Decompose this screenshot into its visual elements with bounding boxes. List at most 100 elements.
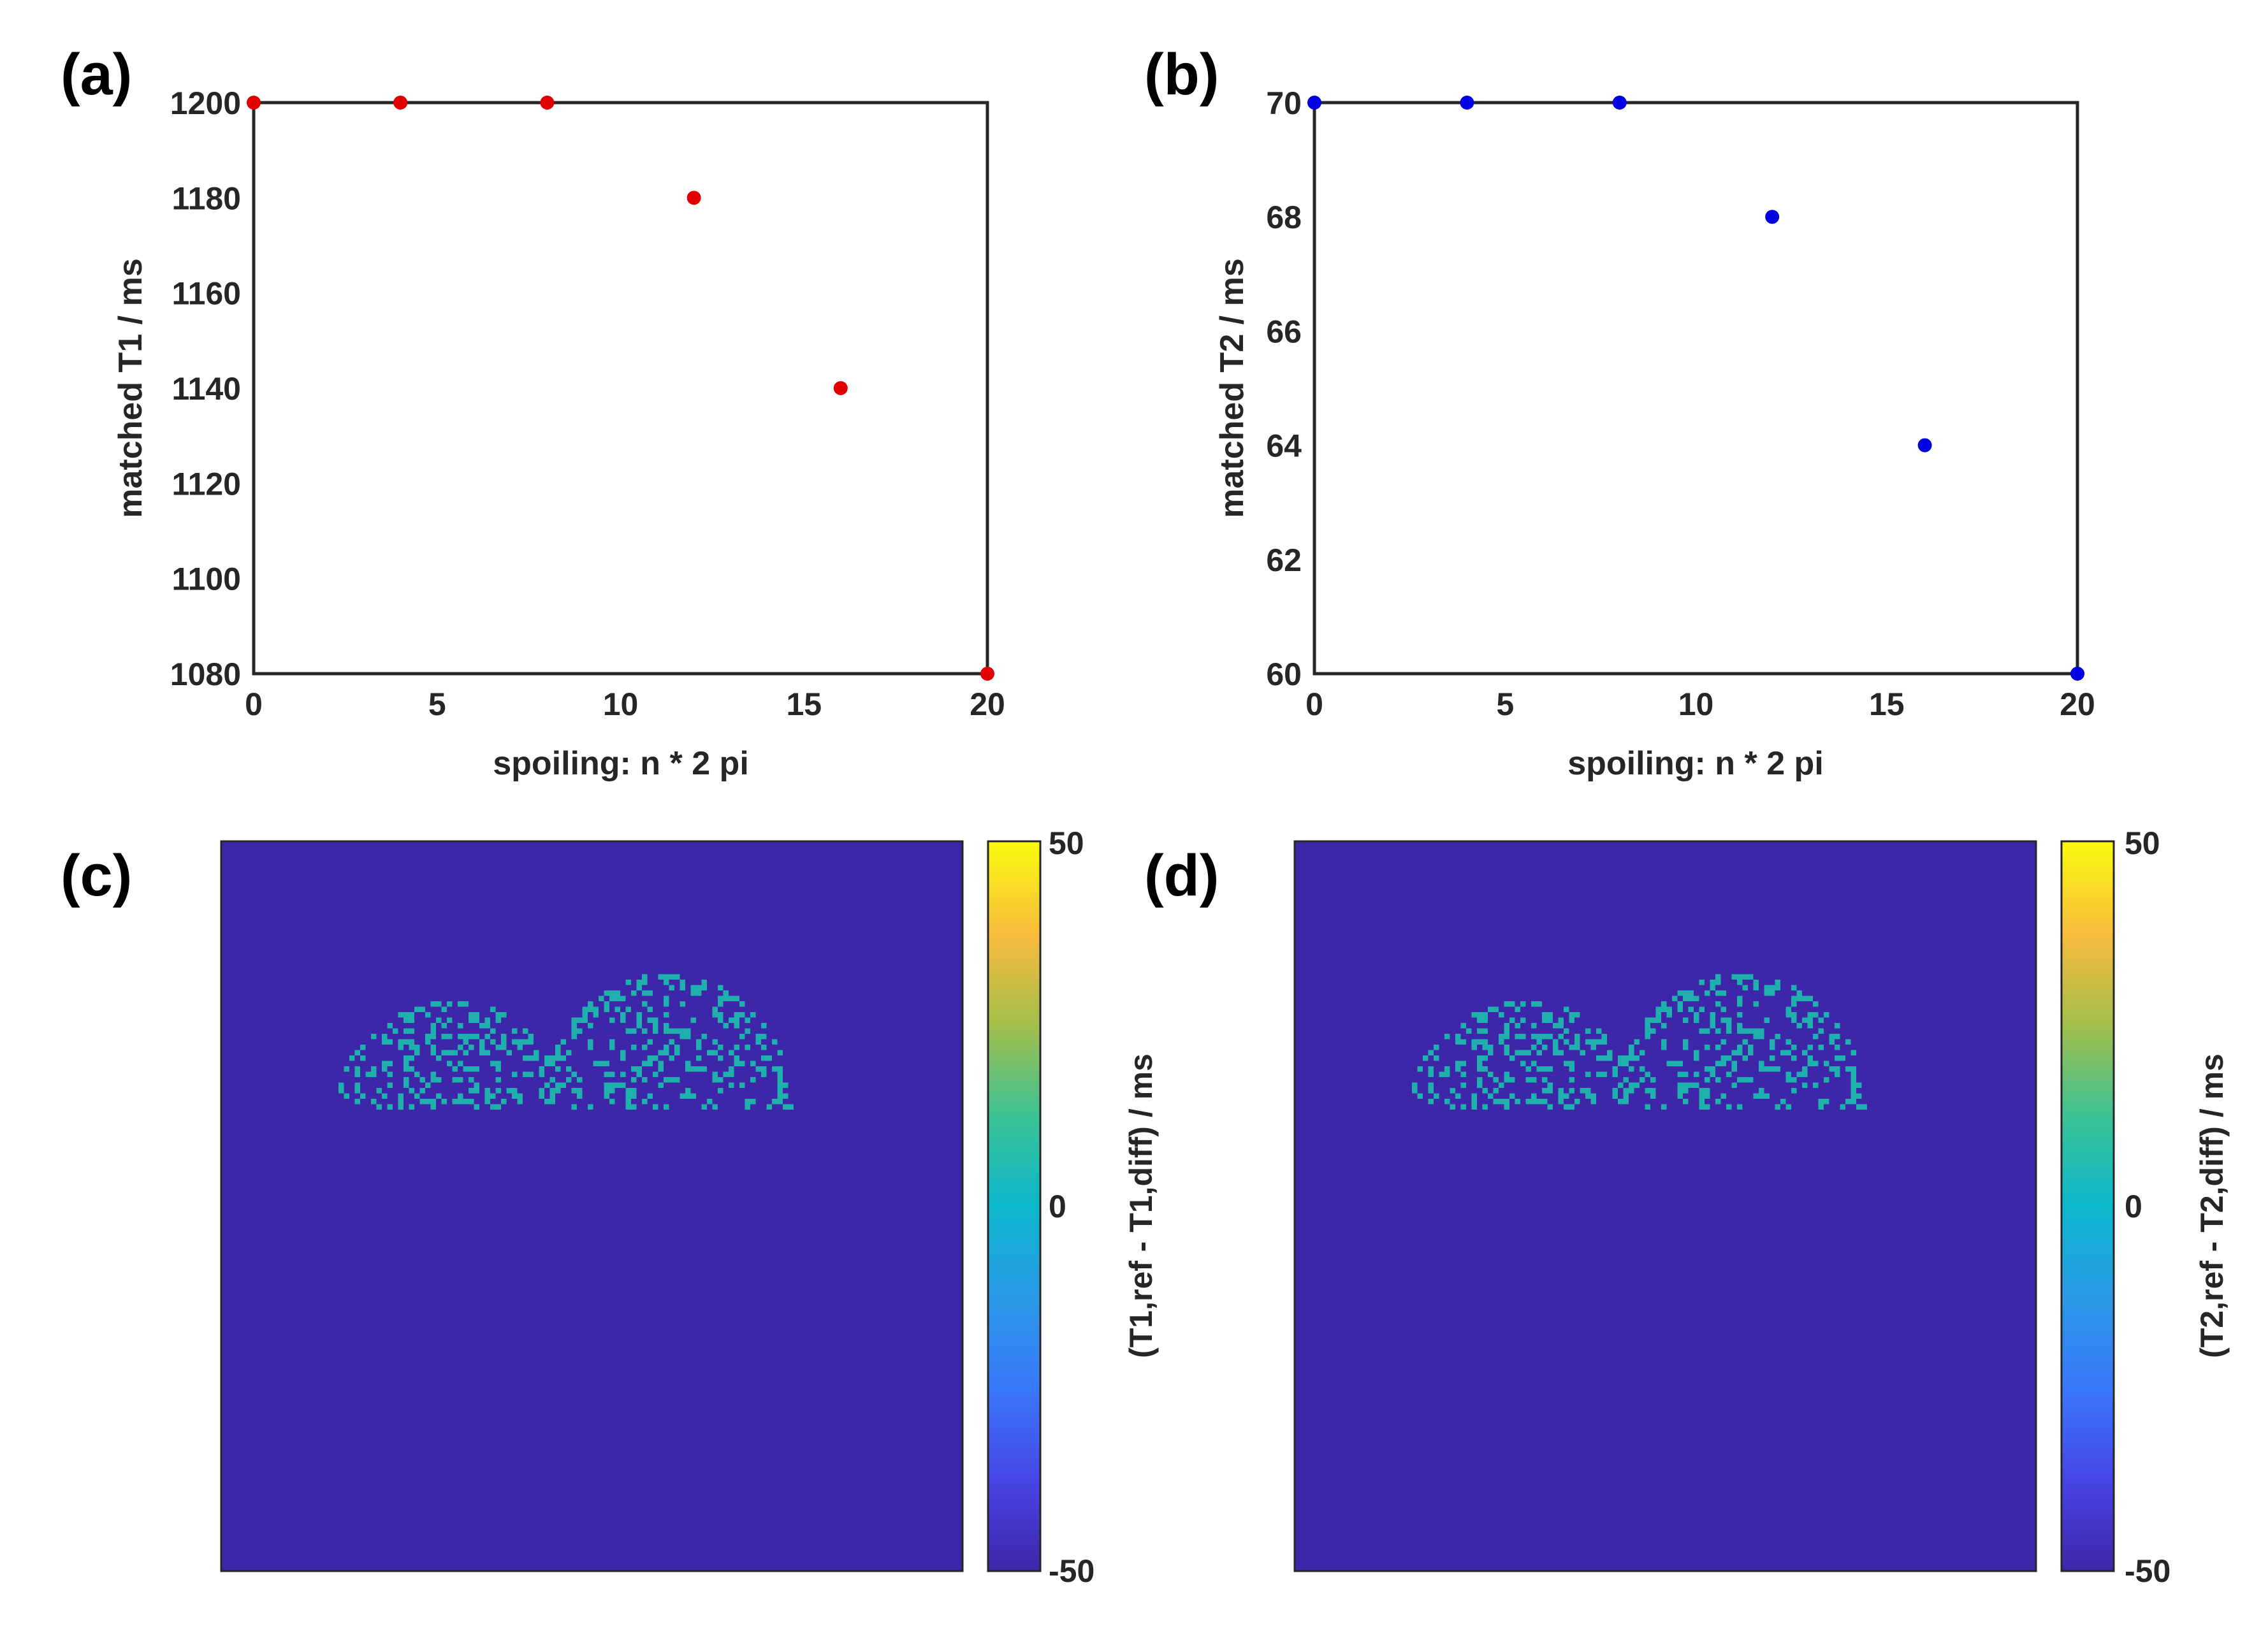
- map-pixel: [458, 1034, 463, 1040]
- map-pixel: [404, 1077, 409, 1083]
- map-pixel: [729, 1050, 734, 1055]
- map-pixel: [1720, 1039, 1726, 1045]
- map-pixel: [680, 1028, 685, 1034]
- map-pixel: [1531, 1001, 1537, 1007]
- map-pixel: [1742, 1055, 1748, 1061]
- map-pixel: [712, 1012, 718, 1018]
- map-pixel: [555, 1088, 561, 1094]
- map-pixel: [571, 1028, 577, 1034]
- map-pixel: [766, 1104, 772, 1110]
- map-pixel: [777, 1071, 783, 1077]
- y-tick-label-b-3: 66: [1266, 314, 1302, 349]
- map-pixel: [1515, 1099, 1520, 1105]
- map-pixel: [1807, 1023, 1813, 1029]
- map-pixel: [1759, 1066, 1764, 1072]
- map-pixel: [718, 985, 723, 990]
- map-pixel: [588, 1006, 593, 1012]
- map-pixel: [1710, 1066, 1715, 1072]
- map-pixel: [1504, 1034, 1509, 1040]
- map-pixel: [484, 1050, 490, 1055]
- map-pixel: [512, 1088, 518, 1094]
- map-pixel: [495, 1088, 501, 1094]
- map-pixel: [620, 996, 626, 1001]
- map-pixel: [1764, 1066, 1770, 1072]
- map-pixel: [1455, 1039, 1461, 1045]
- map-pixel: [1699, 1006, 1705, 1012]
- map-pixel: [1775, 980, 1780, 985]
- map-pixel: [1850, 1071, 1856, 1077]
- map-pixel: [734, 1017, 739, 1023]
- map-pixel: [604, 1088, 609, 1094]
- map-pixel: [1705, 1088, 1710, 1094]
- map-pixel: [1694, 1071, 1699, 1077]
- map-pixel: [718, 1077, 723, 1083]
- map-pixel: [1629, 1050, 1634, 1055]
- map-pixel: [1791, 1088, 1797, 1094]
- map-pixel: [1731, 1066, 1737, 1072]
- map-pixel: [1710, 1012, 1715, 1018]
- map-pixel: [1536, 1039, 1542, 1045]
- y-tick-label-a-5: 1180: [172, 180, 241, 216]
- map-pixel: [658, 1061, 664, 1066]
- map-pixel: [1601, 1034, 1607, 1040]
- map-pixel: [534, 1055, 539, 1061]
- map-pixel: [1553, 1050, 1559, 1055]
- map-pixel: [1829, 1034, 1835, 1040]
- map-pixel: [690, 1066, 696, 1072]
- colorbar-c: [987, 840, 1042, 1572]
- panel-c: (c) 50 0 -50 (T1,ref - T1,diff) / ms: [61, 825, 1159, 1589]
- map-pixel: [1590, 1045, 1596, 1050]
- map-pixel: [1850, 1088, 1856, 1094]
- map-pixel: [1753, 980, 1759, 985]
- map-pixel: [1742, 1028, 1748, 1034]
- map-pixel: [685, 1093, 691, 1099]
- map-pixel: [1683, 996, 1689, 1001]
- map-pixel: [1791, 1012, 1797, 1018]
- map-pixel: [1856, 1082, 1862, 1088]
- map-pixel: [1471, 1012, 1477, 1018]
- map-pixel: [1650, 1093, 1656, 1099]
- map-pixel: [1796, 1071, 1802, 1077]
- x-tick-label-b-4: 20: [2060, 686, 2095, 722]
- map-pixel: [463, 1039, 469, 1045]
- map-pixel: [588, 1001, 593, 1007]
- map-pixel: [1677, 1061, 1683, 1066]
- map-pixel: [729, 1066, 734, 1072]
- map-pixel: [1618, 1099, 1624, 1105]
- map-pixel: [604, 990, 609, 996]
- map-pixel: [653, 1028, 658, 1034]
- map-pixel: [1558, 1023, 1564, 1029]
- map-pixel: [1536, 1050, 1542, 1055]
- map-pixel: [360, 1055, 366, 1061]
- map-pixel: [1623, 1077, 1629, 1083]
- map-pixel: [544, 1099, 550, 1105]
- map-pixel: [777, 1050, 783, 1055]
- map-pixel: [772, 1039, 778, 1045]
- map-pixel: [463, 1001, 469, 1007]
- map-pixel: [582, 1017, 588, 1023]
- map-pixel: [354, 1071, 360, 1077]
- map-pixel: [1569, 1088, 1574, 1094]
- map-pixel: [354, 1088, 360, 1094]
- map-pixel: [517, 1093, 523, 1099]
- map-pixel: [398, 1012, 404, 1018]
- map-pixel: [636, 1017, 642, 1023]
- map-pixel: [1471, 1104, 1477, 1110]
- map-pixel: [1791, 996, 1797, 1001]
- map-pixel: [1715, 1045, 1721, 1050]
- data-point-b-1: [1460, 96, 1474, 110]
- map-pixel: [777, 1099, 783, 1105]
- map-pixel: [1726, 1017, 1732, 1023]
- x-tick-label-a-3: 15: [786, 686, 822, 722]
- map-pixel: [734, 996, 739, 1001]
- map-pixel: [354, 1066, 360, 1072]
- map-pixel: [755, 1039, 761, 1045]
- map-pixel: [1542, 1017, 1548, 1023]
- map-pixel: [1477, 1066, 1483, 1072]
- map-pixel: [1742, 974, 1748, 980]
- map-pixel: [1504, 1028, 1509, 1034]
- map-pixel: [387, 1082, 393, 1088]
- map-pixel: [458, 1077, 463, 1083]
- map-pixel: [1618, 1082, 1624, 1088]
- map-pixel: [1694, 1017, 1699, 1023]
